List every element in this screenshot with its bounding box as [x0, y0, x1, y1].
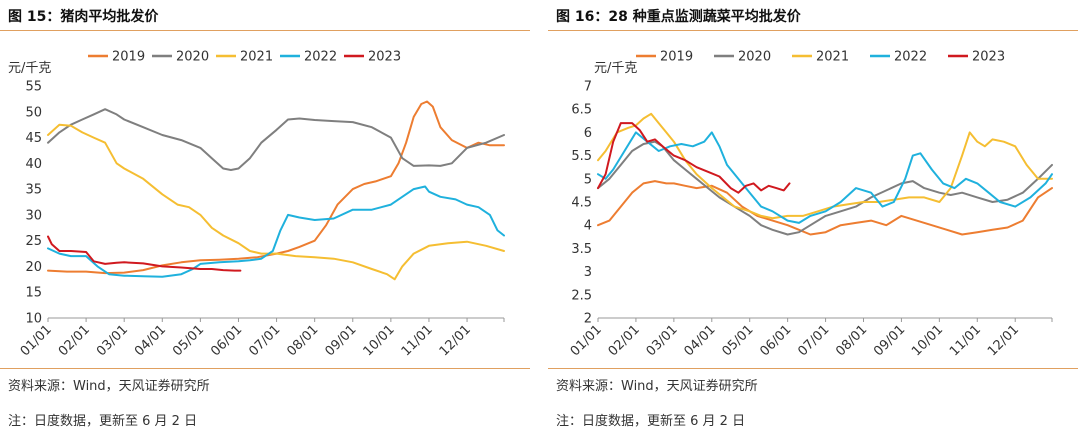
x-tick-label: 07/01 — [795, 322, 832, 359]
chart-title-vegetable: 图 16：28 种重点监测蔬菜平均批发价 — [556, 9, 801, 25]
y-axis-label: 元/千克 — [8, 61, 51, 76]
x-tick-label: 07/01 — [246, 322, 283, 359]
y-tick-label: 3.5 — [571, 242, 592, 257]
x-tick-label: 04/01 — [132, 322, 169, 359]
x-tick-label: 11/01 — [399, 322, 436, 359]
legend-item-2021: 2021 — [792, 50, 849, 65]
y-tick-label: 5 — [584, 172, 592, 187]
legend-label: 2019 — [660, 50, 693, 65]
x-tick-label: 12/01 — [437, 322, 474, 359]
series-line-2021 — [47, 123, 505, 281]
chart-title-pork: 图 15：猪肉平均批发价 — [8, 9, 159, 25]
y-tick-label: 2.5 — [571, 288, 592, 303]
y-tick-label: 30 — [25, 208, 42, 223]
footer-divider — [548, 368, 1078, 369]
series-line-2023 — [47, 235, 242, 272]
y-tick-label: 15 — [25, 286, 42, 301]
legend-label: 2019 — [112, 50, 145, 65]
panel-pork-price: 图 15：猪肉平均批发价 元/千克 10 15 20 25 30 35 40 45 50 55 01/… — [0, 0, 530, 434]
x-tick-label: 11/01 — [947, 322, 984, 359]
y-tick-label: 6 — [584, 126, 592, 141]
legend-item-2023: 2023 — [344, 50, 401, 65]
series-line-2022 — [597, 131, 1053, 224]
x-tick-label: 03/01 — [644, 322, 681, 359]
legend-label: 2022 — [304, 50, 337, 65]
source-text: 资料来源：Wind，天风证券研究所 — [556, 379, 758, 394]
x-tick-label: 10/01 — [361, 322, 398, 359]
legend-item-2022: 2022 — [280, 50, 337, 65]
y-tick-label: 6.5 — [571, 103, 592, 118]
y-axis-label: 元/千克 — [594, 61, 637, 76]
panel-vegetable-price: 图 16：28 种重点监测蔬菜平均批发价 元/千克 2 2.5 3 3.5 4 4.5 5 5.… — [548, 0, 1078, 434]
x-tick-label: 02/01 — [606, 322, 643, 359]
y-tick-label: 50 — [25, 105, 42, 120]
y-tick-label: 7 — [584, 80, 592, 95]
vegetable-price-chart: 元/千克 2 2.5 3 3.5 4 4.5 5 5.5 6 6.5 7 01/01 02/01 03/01… — [568, 50, 1053, 359]
series-line-2019 — [597, 180, 1053, 236]
y-tick-label: 3 — [584, 265, 592, 280]
x-tick-label: 09/01 — [871, 322, 908, 359]
x-tick-label: 04/01 — [682, 322, 719, 359]
x-tick-label: 02/01 — [56, 322, 93, 359]
note-text: 注：日度数据，更新至 6 月 2 日 — [556, 414, 746, 429]
y-tick-label: 10 — [25, 312, 42, 327]
legend-item-2022: 2022 — [870, 50, 927, 65]
y-tick-label: 55 — [25, 80, 42, 95]
series-line-2019 — [47, 100, 505, 275]
series-line-2021 — [597, 112, 1053, 220]
y-tick-label: 20 — [25, 260, 42, 275]
x-tick-label: 05/01 — [719, 322, 756, 359]
legend-item-2019: 2019 — [636, 50, 693, 65]
y-tick-label: 35 — [25, 183, 42, 198]
footer-divider — [0, 368, 530, 369]
x-tick-label: 08/01 — [284, 322, 321, 359]
legend-item-2019: 2019 — [88, 50, 145, 65]
y-tick-label: 5.5 — [571, 149, 592, 164]
x-tick-label: 05/01 — [170, 322, 207, 359]
legend-item-2023: 2023 — [948, 50, 1005, 65]
title-divider — [548, 30, 1078, 31]
x-tick-label: 03/01 — [94, 322, 131, 359]
y-tick-label: 25 — [25, 234, 42, 249]
source-text: 资料来源：Wind，天风证券研究所 — [8, 379, 210, 394]
x-tick-label: 09/01 — [322, 322, 359, 359]
y-tick-label: 40 — [25, 157, 42, 172]
note-text: 注：日度数据，更新至 6 月 2 日 — [8, 414, 198, 429]
x-tick-label: 01/01 — [18, 322, 55, 359]
x-tick-label: 08/01 — [833, 322, 870, 359]
legend-item-2021: 2021 — [216, 50, 273, 65]
x-tick-label: 12/01 — [985, 322, 1022, 359]
y-tick-label: 2 — [584, 312, 592, 327]
y-tick-label: 45 — [25, 131, 42, 146]
legend-item-2020: 2020 — [152, 50, 209, 65]
legend-label: 2022 — [894, 50, 927, 65]
legend-label: 2021 — [816, 50, 849, 65]
series-line-2023 — [597, 122, 791, 194]
legend-item-2020: 2020 — [714, 50, 771, 65]
y-tick-label: 4 — [584, 219, 592, 234]
x-tick-label: 06/01 — [757, 322, 794, 359]
legend-label: 2020 — [738, 50, 771, 65]
y-tick-label: 4.5 — [571, 196, 592, 211]
legend-label: 2023 — [368, 50, 401, 65]
x-tick-label: 01/01 — [568, 322, 605, 359]
legend-label: 2021 — [240, 50, 273, 65]
x-tick-label: 10/01 — [909, 322, 946, 359]
x-tick-label: 06/01 — [208, 322, 245, 359]
series-line-2020 — [47, 108, 505, 171]
legend-label: 2023 — [972, 50, 1005, 65]
title-divider — [0, 30, 530, 31]
legend-label: 2020 — [176, 50, 209, 65]
series-line-2022 — [47, 185, 505, 278]
